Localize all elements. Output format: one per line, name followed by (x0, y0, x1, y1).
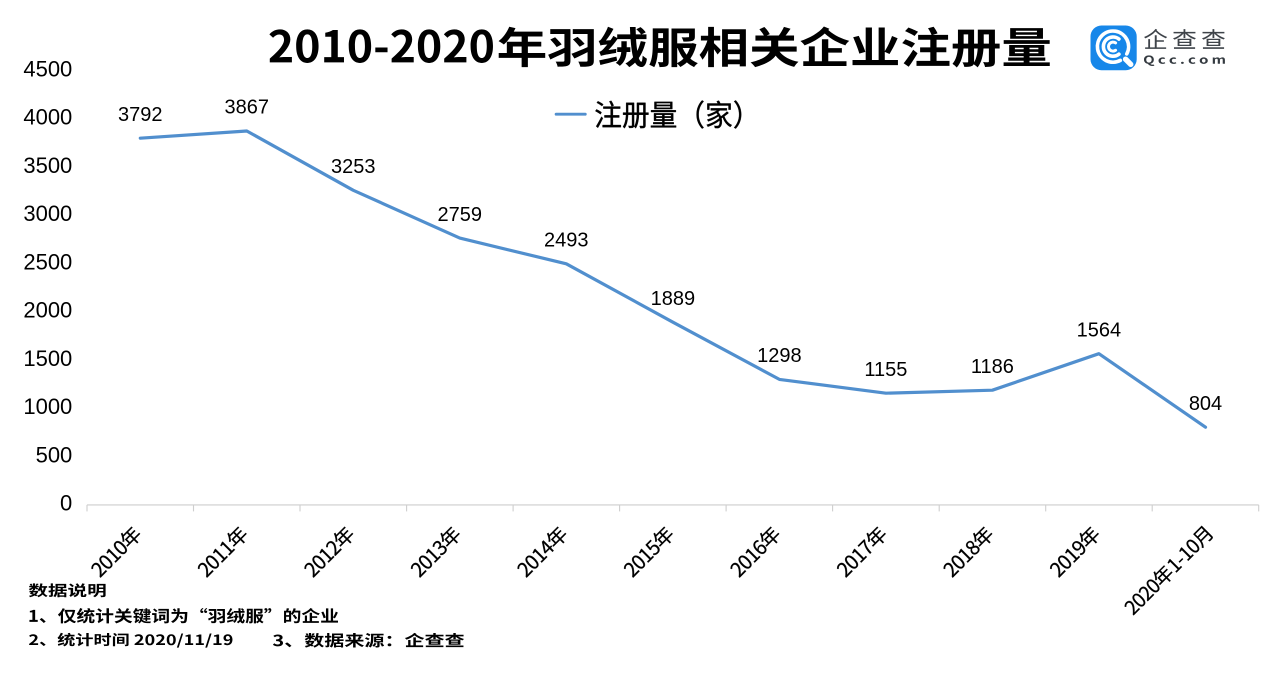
svg-text:2500: 2500 (23, 249, 72, 274)
svg-text:804: 804 (1189, 393, 1222, 415)
svg-text:2759: 2759 (438, 204, 483, 226)
svg-text:3500: 3500 (23, 153, 72, 178)
svg-text:1889: 1889 (651, 288, 696, 310)
svg-text:4500: 4500 (23, 56, 72, 81)
svg-text:1500: 1500 (23, 346, 72, 371)
svg-text:1000: 1000 (23, 394, 72, 419)
svg-text:1298: 1298 (757, 345, 802, 367)
svg-text:2000: 2000 (23, 298, 72, 323)
svg-text:1155: 1155 (864, 359, 907, 381)
svg-text:3000: 3000 (23, 201, 72, 226)
svg-text:2493: 2493 (544, 230, 589, 252)
svg-text:1186: 1186 (971, 356, 1014, 378)
svg-text:3792: 3792 (118, 104, 163, 126)
svg-text:0: 0 (60, 491, 72, 516)
svg-text:1564: 1564 (1077, 319, 1122, 341)
svg-text:3253: 3253 (331, 156, 376, 178)
svg-text:3867: 3867 (225, 97, 270, 119)
svg-text:500: 500 (36, 442, 73, 467)
svg-text:4000: 4000 (23, 105, 72, 130)
